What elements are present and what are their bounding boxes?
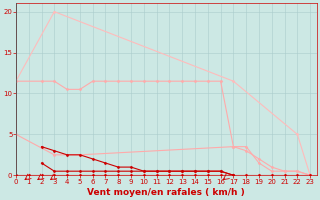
- X-axis label: Vent moyen/en rafales ( km/h ): Vent moyen/en rafales ( km/h ): [87, 188, 245, 197]
